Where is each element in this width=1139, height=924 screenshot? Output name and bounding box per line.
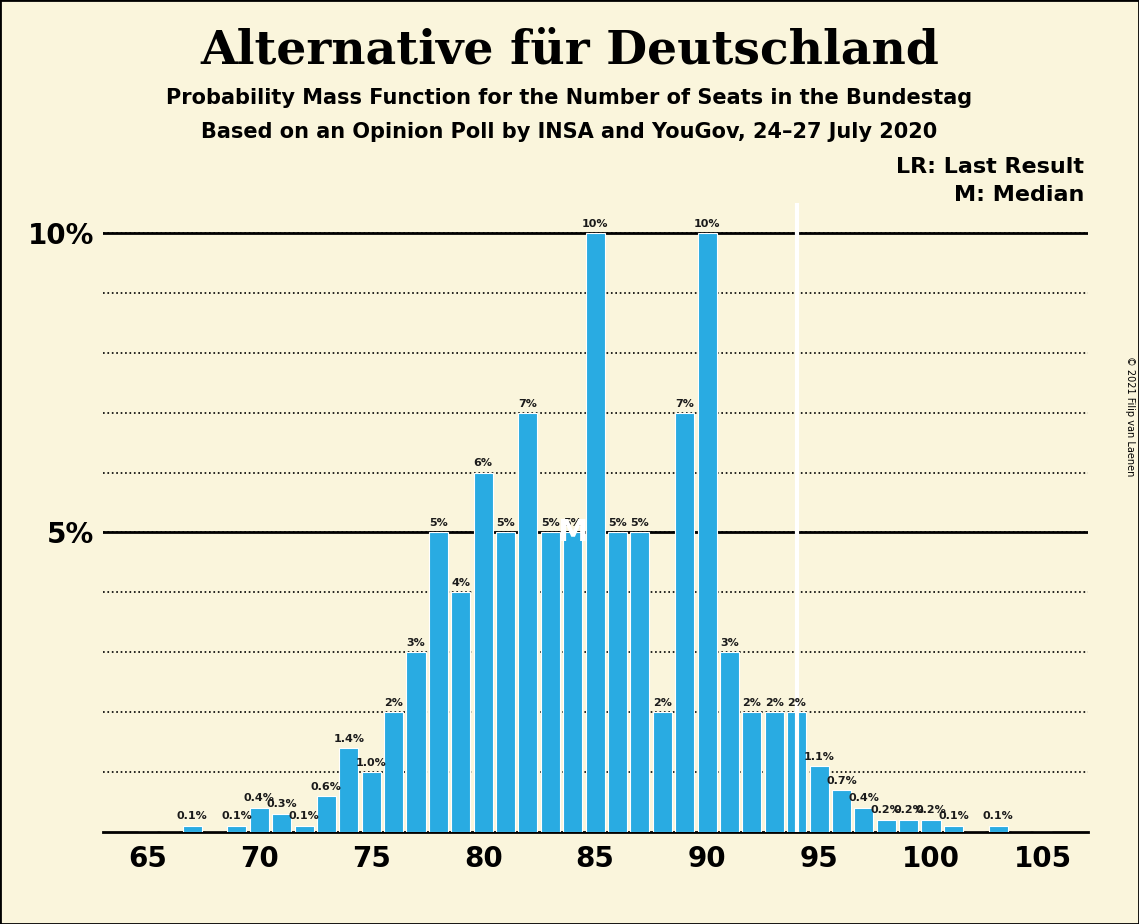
- Bar: [295, 826, 313, 832]
- Bar: [697, 233, 716, 832]
- Bar: [497, 532, 515, 832]
- Bar: [630, 532, 649, 832]
- Bar: [249, 808, 269, 832]
- Text: M: M: [558, 517, 588, 547]
- Bar: [720, 652, 739, 832]
- Text: 3%: 3%: [720, 638, 739, 648]
- Text: 5%: 5%: [631, 518, 649, 529]
- Bar: [921, 820, 941, 832]
- Text: 4%: 4%: [451, 578, 470, 588]
- Text: 5%: 5%: [497, 518, 515, 529]
- Bar: [317, 796, 336, 832]
- Text: 5%: 5%: [429, 518, 448, 529]
- Bar: [182, 826, 202, 832]
- Text: 0.6%: 0.6%: [311, 782, 342, 792]
- Text: 6%: 6%: [474, 458, 493, 468]
- Text: Probability Mass Function for the Number of Seats in the Bundestag: Probability Mass Function for the Number…: [166, 88, 973, 108]
- Bar: [518, 413, 538, 832]
- Bar: [541, 532, 560, 832]
- Text: 5%: 5%: [564, 518, 582, 529]
- Text: Based on an Opinion Poll by INSA and YouGov, 24–27 July 2020: Based on an Opinion Poll by INSA and You…: [202, 122, 937, 142]
- Text: 2%: 2%: [787, 698, 806, 708]
- Text: 10%: 10%: [582, 219, 608, 229]
- Text: 1.4%: 1.4%: [334, 734, 364, 744]
- Text: 0.1%: 0.1%: [939, 811, 969, 821]
- Bar: [944, 826, 962, 832]
- Bar: [764, 711, 784, 832]
- Text: 0.4%: 0.4%: [244, 794, 274, 804]
- Text: 0.4%: 0.4%: [849, 794, 879, 804]
- Text: 3%: 3%: [407, 638, 425, 648]
- Bar: [854, 808, 874, 832]
- Text: 0.2%: 0.2%: [916, 806, 947, 816]
- Text: LR: Last Result: LR: Last Result: [896, 157, 1084, 177]
- Bar: [384, 711, 403, 832]
- Bar: [810, 766, 828, 832]
- Bar: [407, 652, 426, 832]
- Text: 2%: 2%: [384, 698, 403, 708]
- Text: 2%: 2%: [764, 698, 784, 708]
- Text: 0.1%: 0.1%: [177, 811, 207, 821]
- Text: 0.2%: 0.2%: [871, 806, 902, 816]
- Text: 0.2%: 0.2%: [893, 806, 924, 816]
- Text: 5%: 5%: [608, 518, 626, 529]
- Text: 1.0%: 1.0%: [355, 758, 386, 768]
- Bar: [429, 532, 448, 832]
- Bar: [899, 820, 918, 832]
- Bar: [563, 532, 582, 832]
- Text: 1.1%: 1.1%: [804, 751, 835, 761]
- Text: © 2021 Filip van Laenen: © 2021 Filip van Laenen: [1125, 356, 1134, 476]
- Bar: [585, 233, 605, 832]
- Bar: [362, 772, 380, 832]
- Bar: [474, 472, 493, 832]
- Text: 2%: 2%: [653, 698, 672, 708]
- Text: 0.3%: 0.3%: [267, 799, 297, 809]
- Text: M: Median: M: Median: [954, 185, 1084, 205]
- Bar: [831, 790, 851, 832]
- Bar: [989, 826, 1008, 832]
- Text: 0.1%: 0.1%: [221, 811, 252, 821]
- Text: 7%: 7%: [518, 398, 538, 408]
- Text: 10%: 10%: [694, 219, 720, 229]
- Bar: [653, 711, 672, 832]
- Text: 5%: 5%: [541, 518, 559, 529]
- Bar: [675, 413, 694, 832]
- Bar: [787, 711, 806, 832]
- Bar: [608, 532, 628, 832]
- Text: Alternative für Deutschland: Alternative für Deutschland: [200, 28, 939, 74]
- Bar: [228, 826, 246, 832]
- Text: 0.1%: 0.1%: [983, 811, 1014, 821]
- Bar: [451, 592, 470, 832]
- Bar: [272, 814, 292, 832]
- Bar: [743, 711, 761, 832]
- Text: 2%: 2%: [743, 698, 761, 708]
- Text: 7%: 7%: [675, 398, 694, 408]
- Bar: [877, 820, 895, 832]
- Bar: [339, 748, 359, 832]
- Text: 0.7%: 0.7%: [826, 775, 857, 785]
- Text: 0.1%: 0.1%: [288, 811, 319, 821]
